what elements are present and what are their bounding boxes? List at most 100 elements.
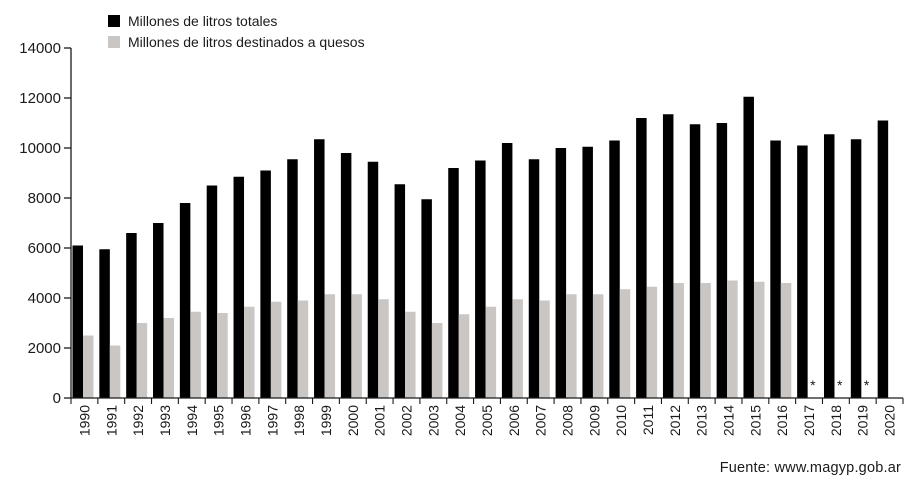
bar-quesos-2015 bbox=[753, 281, 765, 398]
x-tick-label-2009: 2009 bbox=[586, 405, 602, 436]
bar-quesos-2012 bbox=[673, 283, 684, 398]
annotation-asterisk-2017: * bbox=[810, 377, 816, 393]
x-tick-label-2013: 2013 bbox=[694, 405, 710, 436]
bar-total-2000 bbox=[340, 153, 352, 398]
bar-quesos-2013 bbox=[700, 283, 711, 398]
x-tick-label-2001: 2001 bbox=[372, 405, 388, 436]
y-tick-label-6000: 6000 bbox=[28, 240, 61, 257]
bar-total-1995 bbox=[206, 185, 218, 398]
bar-quesos-1997 bbox=[270, 301, 282, 398]
x-tick-label-2010: 2010 bbox=[613, 405, 629, 436]
x-tick-label-2020: 2020 bbox=[882, 405, 898, 436]
bar-quesos-2010 bbox=[619, 289, 631, 398]
y-tick-label-8000: 8000 bbox=[28, 190, 61, 207]
x-tick-label-2014: 2014 bbox=[721, 405, 737, 436]
x-tick-label-2012: 2012 bbox=[667, 405, 683, 436]
x-tick-label-1990: 1990 bbox=[76, 405, 92, 436]
bar-total-2004 bbox=[448, 168, 459, 398]
bar-total-2009 bbox=[582, 146, 593, 398]
bar-total-1997 bbox=[260, 170, 271, 398]
x-tick-label-2007: 2007 bbox=[533, 405, 549, 436]
bar-quesos-2016 bbox=[780, 283, 792, 398]
bar-total-2017 bbox=[797, 145, 808, 398]
x-tick-label-2015: 2015 bbox=[747, 405, 763, 436]
bar-total-2013 bbox=[689, 124, 701, 398]
x-tick-label-2002: 2002 bbox=[398, 405, 414, 436]
x-tick-label-1994: 1994 bbox=[184, 405, 200, 436]
legend-label-quesos: Millones de litros destinados a quesos bbox=[128, 33, 365, 50]
source-note: Fuente: www.magyp.gob.ar bbox=[719, 460, 901, 476]
bar-total-2020 bbox=[877, 120, 889, 398]
bar-quesos-2005 bbox=[485, 306, 497, 398]
bar-total-1992 bbox=[126, 233, 137, 398]
y-tick-label-10000: 10000 bbox=[19, 140, 61, 157]
x-tick-label-2003: 2003 bbox=[425, 405, 441, 436]
annotation-asterisk-2018: * bbox=[837, 377, 843, 393]
bar-quesos-2004 bbox=[458, 314, 470, 398]
bar-quesos-2007 bbox=[539, 300, 550, 398]
bar-total-2014 bbox=[716, 123, 728, 398]
bar-total-2018 bbox=[823, 134, 835, 398]
legend-swatch-quesos bbox=[108, 35, 120, 48]
x-tick-label-1997: 1997 bbox=[264, 405, 280, 436]
x-tick-label-1993: 1993 bbox=[157, 405, 173, 436]
bar-total-1991 bbox=[99, 249, 110, 398]
y-tick-label-4000: 4000 bbox=[28, 290, 61, 307]
bar-quesos-2000 bbox=[351, 294, 362, 398]
x-tick-label-2005: 2005 bbox=[479, 405, 495, 436]
bar-total-1994 bbox=[179, 203, 191, 398]
bar-total-2006 bbox=[501, 143, 513, 398]
legend-label-total: Millones de litros totales bbox=[128, 12, 278, 29]
bar-quesos-1996 bbox=[244, 306, 255, 398]
bar-quesos-2008 bbox=[566, 294, 577, 398]
bar-quesos-1994 bbox=[190, 311, 201, 398]
x-tick-label-1999: 1999 bbox=[318, 405, 334, 436]
bar-total-2001 bbox=[367, 161, 379, 398]
bar-quesos-1998 bbox=[297, 300, 309, 398]
y-tick-label-12000: 12000 bbox=[19, 90, 61, 107]
legend-item-quesos: Millones de litros destinados a quesos bbox=[108, 31, 365, 52]
bar-quesos-1999 bbox=[324, 294, 336, 398]
legend: Millones de litros totales Millones de l… bbox=[108, 10, 365, 52]
bar-total-1993 bbox=[153, 223, 164, 398]
bar-total-1990 bbox=[72, 245, 83, 398]
bar-quesos-1990 bbox=[83, 335, 94, 398]
x-tick-label-1998: 1998 bbox=[291, 405, 307, 436]
x-tick-label-2008: 2008 bbox=[560, 405, 576, 436]
bar-total-2005 bbox=[475, 160, 486, 398]
bar-total-2007 bbox=[528, 159, 540, 398]
bar-quesos-2003 bbox=[431, 323, 443, 398]
legend-item-total: Millones de litros totales bbox=[108, 10, 365, 31]
bar-total-2003 bbox=[421, 199, 432, 398]
bar-quesos-2014 bbox=[727, 280, 738, 398]
x-tick-label-2004: 2004 bbox=[452, 405, 468, 436]
x-tick-label-1996: 1996 bbox=[237, 405, 253, 436]
y-tick-label-0: 0 bbox=[53, 390, 61, 407]
bar-quesos-2006 bbox=[512, 299, 523, 398]
x-tick-label-2006: 2006 bbox=[506, 405, 522, 436]
legend-swatch-total bbox=[108, 14, 120, 27]
x-tick-label-2011: 2011 bbox=[640, 405, 656, 435]
annotation-asterisk-2019: * bbox=[864, 377, 870, 393]
bar-quesos-2002 bbox=[405, 311, 416, 398]
x-tick-label-1991: 1991 bbox=[103, 405, 119, 436]
bar-total-2016 bbox=[770, 140, 781, 398]
x-tick-label-2018: 2018 bbox=[828, 405, 844, 436]
x-tick-label-2019: 2019 bbox=[855, 405, 871, 436]
x-tick-label-2017: 2017 bbox=[801, 405, 817, 436]
bar-total-2019 bbox=[850, 139, 862, 398]
bar-total-1998 bbox=[287, 159, 298, 398]
x-tick-label-2016: 2016 bbox=[774, 405, 790, 436]
x-tick-label-1992: 1992 bbox=[130, 405, 146, 436]
bar-total-2015 bbox=[743, 96, 754, 398]
bar-total-1996 bbox=[233, 176, 245, 398]
bar-total-1999 bbox=[314, 139, 325, 398]
bar-total-2002 bbox=[394, 184, 406, 398]
y-tick-label-2000: 2000 bbox=[28, 340, 61, 357]
bar-total-2012 bbox=[662, 114, 674, 398]
x-tick-label-1995: 1995 bbox=[211, 405, 227, 436]
bar-quesos-2011 bbox=[646, 286, 658, 398]
bar-total-2011 bbox=[636, 118, 647, 398]
bar-quesos-1995 bbox=[217, 313, 228, 398]
